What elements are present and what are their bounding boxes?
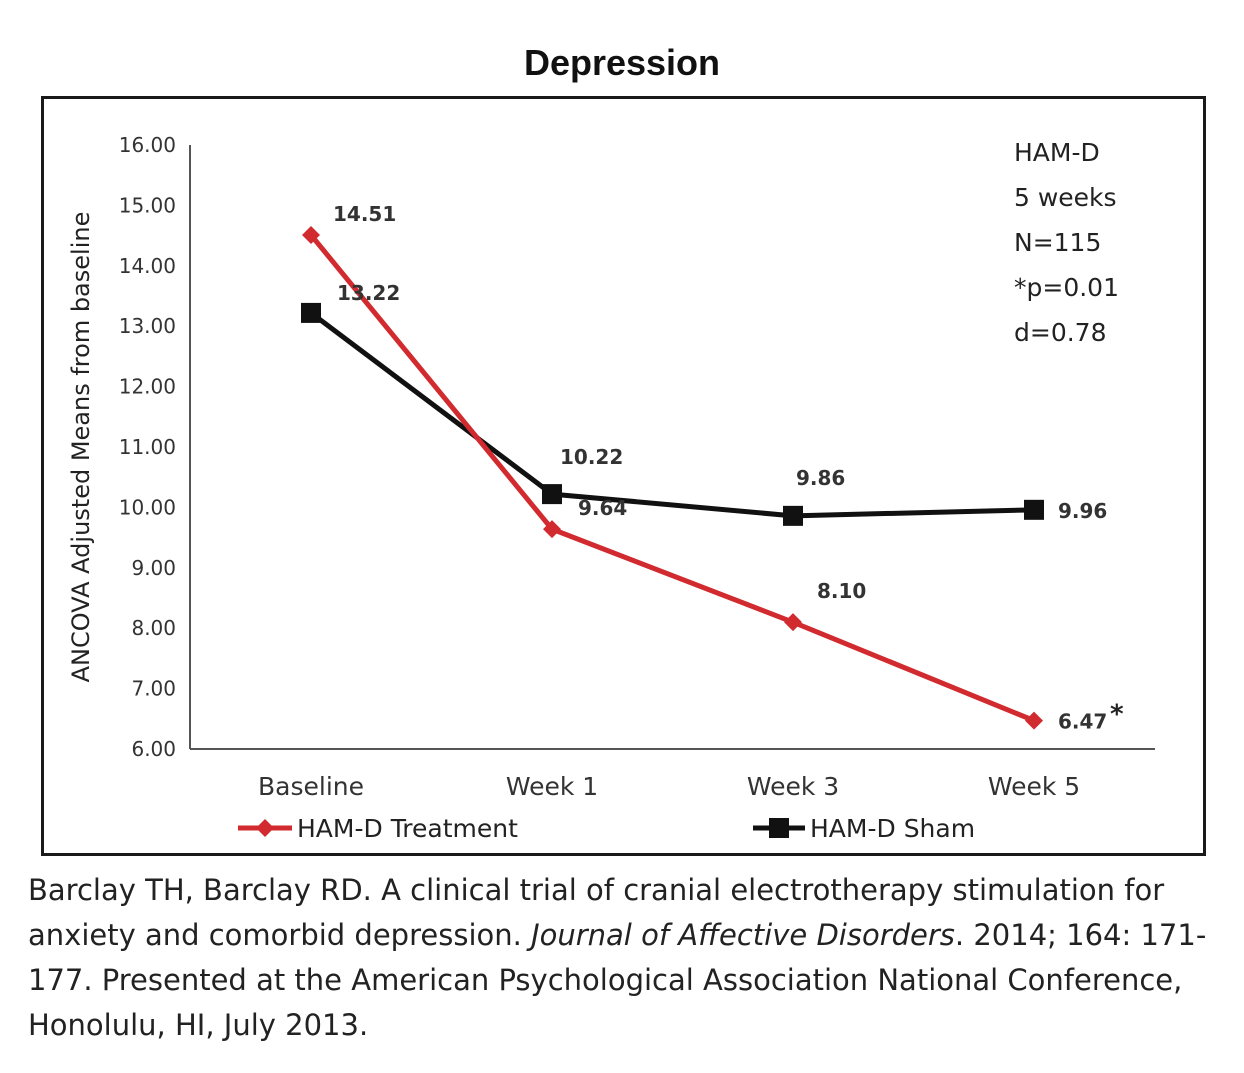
y-tick-label: 16.00 [119, 133, 176, 157]
data-label: 9.64 [578, 496, 627, 520]
y-tick-label: 7.00 [131, 677, 176, 701]
data-point-0 [1025, 711, 1043, 730]
data-point-1 [1024, 499, 1044, 520]
y-tick-label: 14.00 [119, 254, 176, 278]
y-tick-label: 11.00 [119, 435, 176, 459]
caption-journal: Journal of Affective Disorders [531, 918, 955, 952]
data-point-0 [784, 613, 802, 632]
data-point-1 [301, 302, 321, 323]
stats-annotation-line: HAM-D [1014, 138, 1100, 167]
y-axis-label: ANCOVA Adjusted Means from baseline [67, 212, 95, 683]
data-label: 13.22 [337, 281, 400, 305]
data-label: 6.47 [1058, 710, 1107, 734]
caption-text-1: Barclay TH, Barclay RD. A clinical trial… [28, 873, 1165, 952]
data-label: 9.86 [796, 466, 845, 490]
y-tick-label: 6.00 [131, 737, 176, 761]
data-point-1 [783, 505, 803, 526]
y-tick-label: 12.00 [119, 375, 176, 399]
citation-caption: Barclay TH, Barclay RD. A clinical trial… [28, 868, 1228, 1048]
legend-label-0: HAM-D Treatment [297, 814, 518, 843]
line-chart: 6.00 7.00 8.00 9.00 10.00 11.00 12.00 13.00 14.0… [67, 133, 1155, 843]
y-tick-label: 8.00 [131, 616, 176, 640]
y-tick-label: 9.00 [131, 556, 176, 580]
stats-annotation-line: N=115 [1014, 228, 1101, 257]
chart-frame [41, 96, 1206, 856]
caption-text-2: . 2014; 164: 171-177. Presented at the A… [28, 918, 1207, 1042]
legend-marker-0 [256, 819, 274, 837]
y-tick-label: 13.00 [119, 314, 176, 338]
series-line-0 [309, 233, 1035, 723]
y-tick-label: 10.00 [119, 495, 176, 519]
stats-annotation-line: 5 weeks [1014, 183, 1117, 212]
stats-annotation-line: *p=0.01 [1014, 273, 1119, 302]
data-label: 14.51 [333, 202, 396, 226]
x-tick-label: Week 1 [506, 772, 598, 801]
y-tick-label: 15.00 [119, 193, 176, 217]
data-point-0 [302, 225, 320, 244]
data-label: 9.96 [1058, 499, 1107, 523]
stats-annotation-line: d=0.78 [1014, 318, 1106, 347]
x-tick-label: Week 5 [988, 772, 1080, 801]
data-point-0 [543, 520, 561, 539]
x-tick-label: Week 3 [747, 772, 839, 801]
x-tick-label: Baseline [258, 772, 364, 801]
data-label: 8.10 [817, 579, 866, 603]
chart-title: Depression [523, 42, 721, 83]
data-label: 10.22 [560, 445, 623, 469]
legend-marker-1 [769, 818, 789, 838]
significance-marker: * [1110, 700, 1124, 730]
series-line-1 [309, 310, 1035, 519]
data-point-1 [542, 484, 562, 505]
legend-label-1: HAM-D Sham [810, 814, 975, 843]
